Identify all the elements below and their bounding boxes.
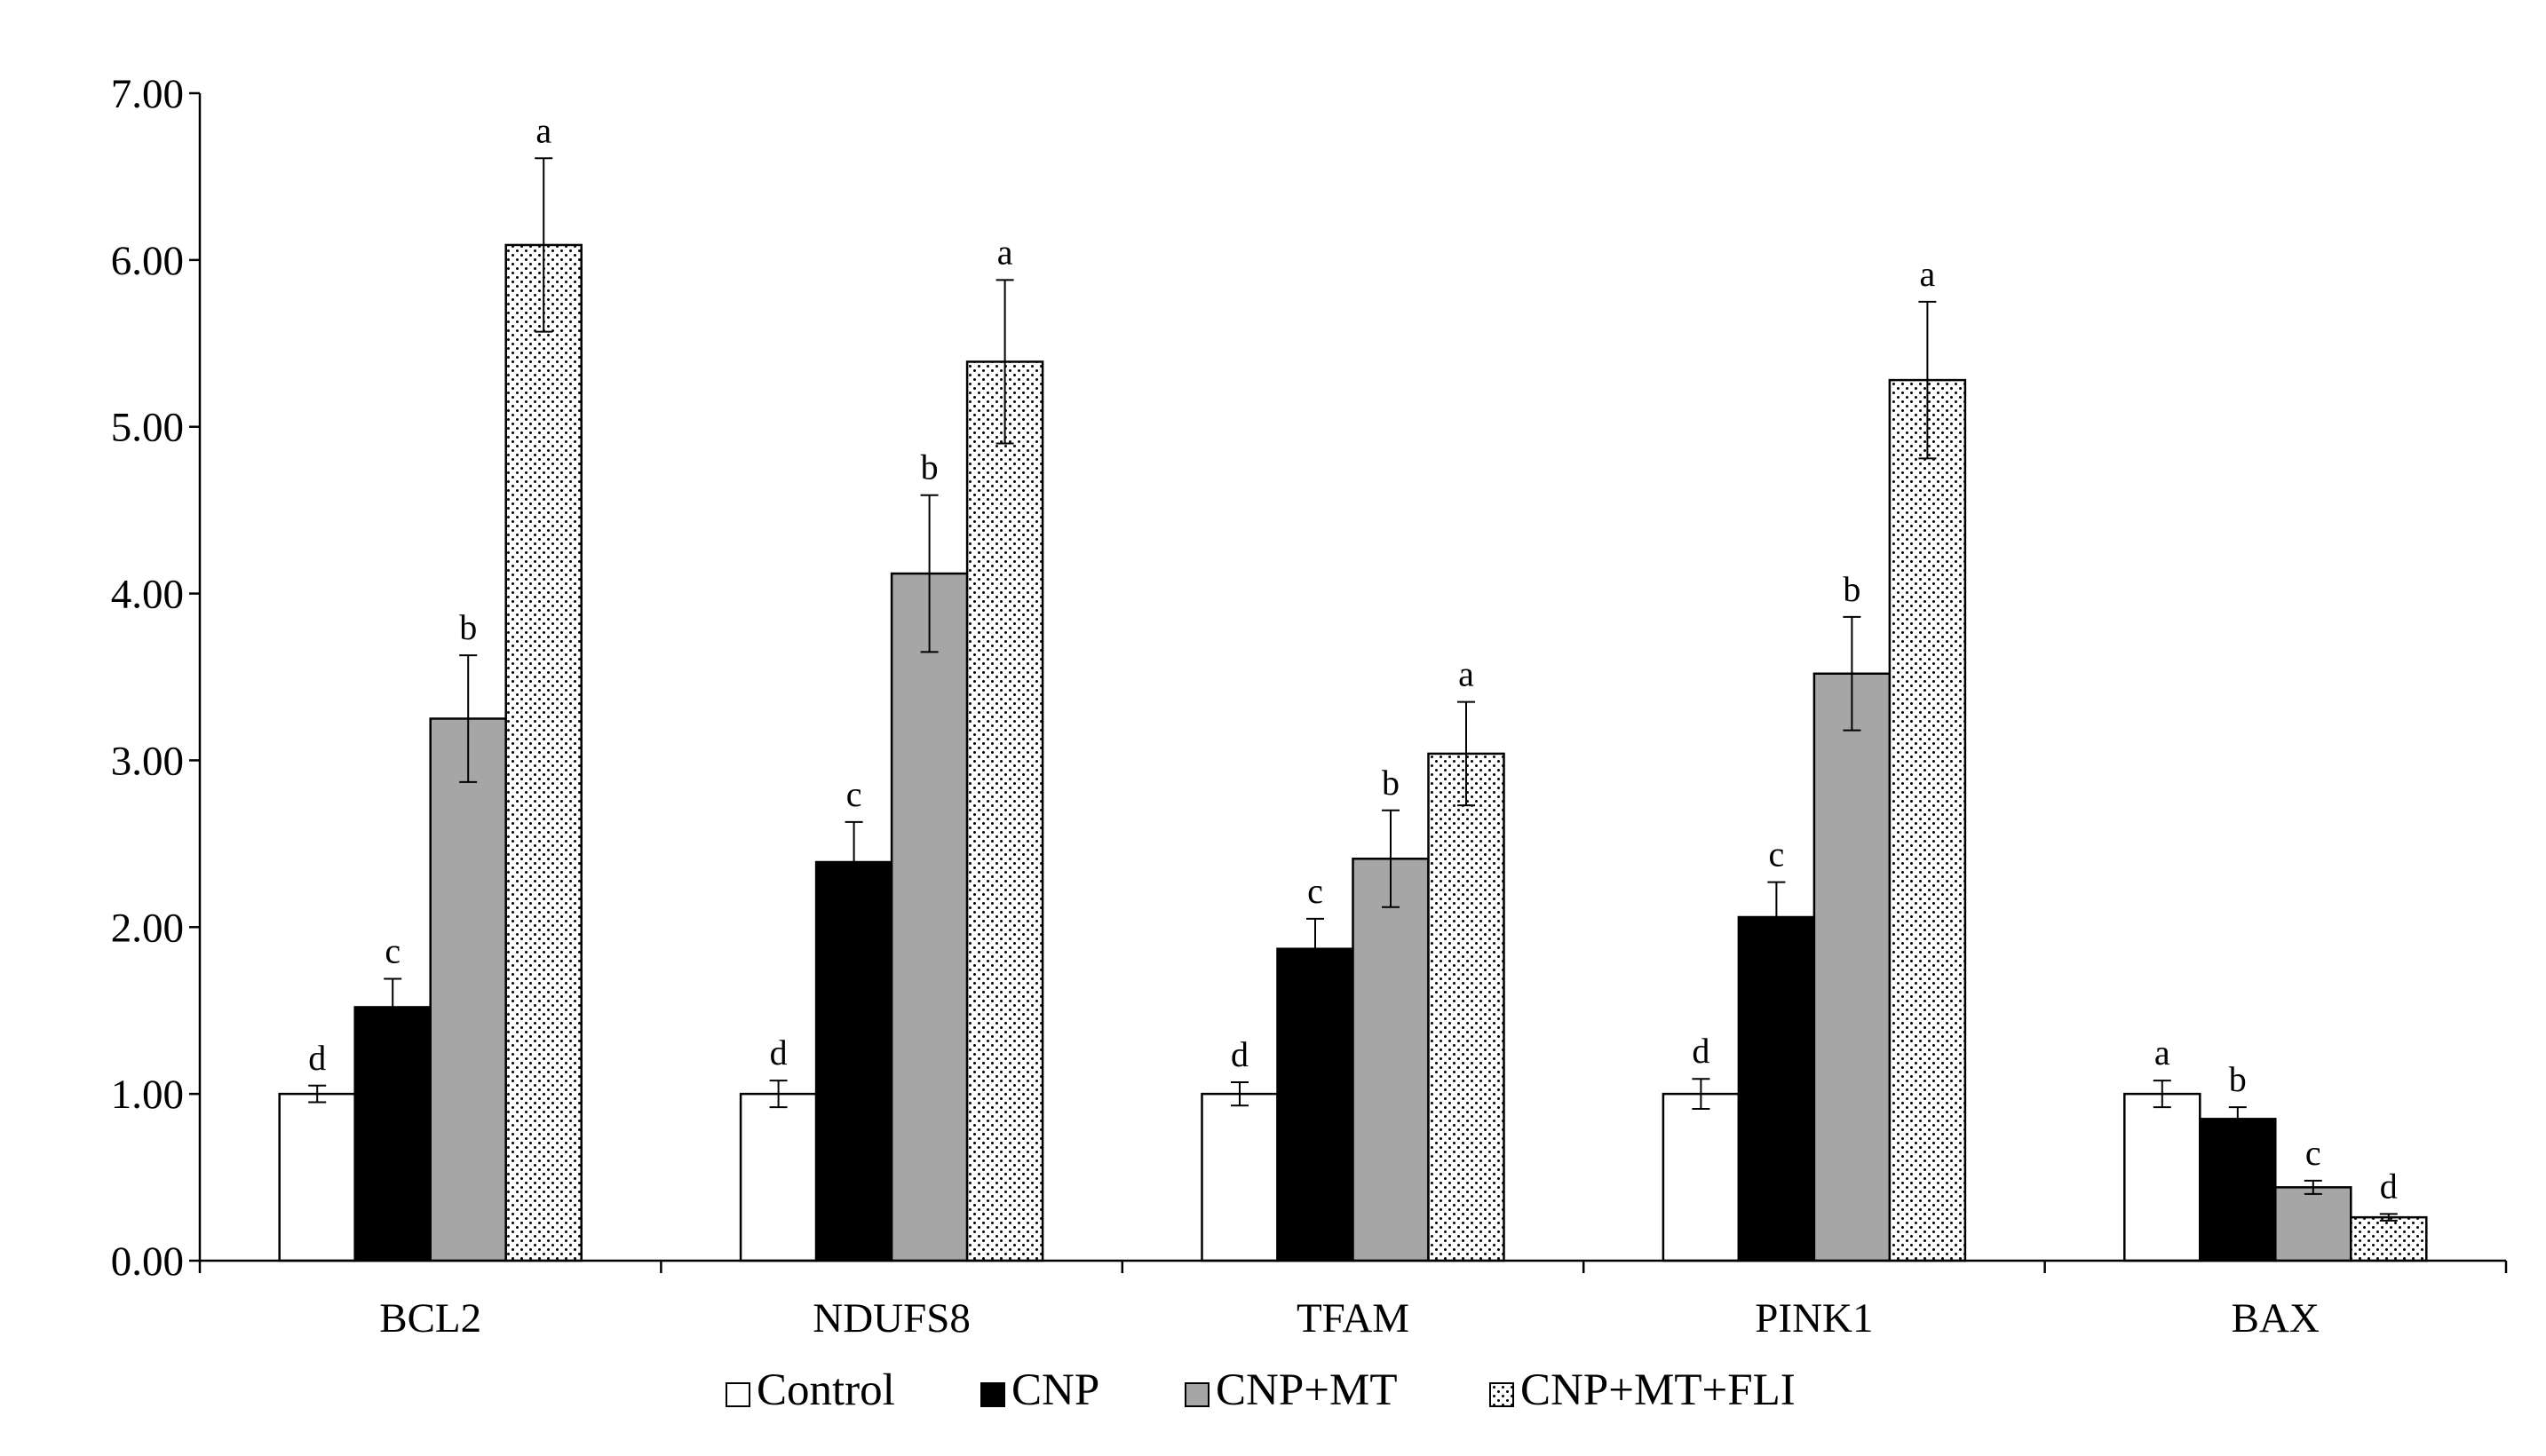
significance-letter: d [770,1033,788,1072]
significance-letter: d [2380,1166,2398,1206]
significance-letter: c [2305,1133,2321,1173]
bar-cnp-mt-ndufs8 [890,572,969,1262]
significance-letter: c [385,931,401,971]
y-tick-label: 1.00 [111,1072,184,1118]
bar-control-bax [2123,1092,2201,1262]
bar-cnp-mt-pink1 [1812,672,1892,1262]
significance-letter: d [1692,1031,1709,1071]
bar-cnp-mt-fli-pink1 [1888,378,1967,1262]
bar-cnp-ndufs8 [814,860,893,1262]
legend-swatch-cnp-mt [1185,1382,1210,1407]
y-tick-label: 7.00 [111,71,184,117]
bar-cnp-mt-fli-ndufs8 [965,360,1044,1262]
significance-letter: a [535,110,551,150]
error-bars-group [308,157,2398,1222]
significance-letter: d [1231,1034,1249,1074]
legend-label: CNP+MT [1216,1365,1397,1415]
significance-letter: b [921,447,939,487]
bar-cnp-mt-bax [2274,1186,2352,1262]
legend-swatch-cnp-mt-fli [1489,1382,1514,1407]
significance-letter: b [2229,1059,2247,1099]
bar-cnp-mt-fli-bax [2350,1215,2428,1262]
bar-cnp-mt-fli-tfam [1427,752,1505,1262]
significance-letter: a [1920,254,1936,294]
y-tick-label: 3.00 [111,738,184,784]
significance-letters-group: d c b a d c b a d c b a d c b a a b c d [308,110,2398,1206]
significance-letter: a [2154,1033,2170,1072]
bar-cnp-tfam [1276,947,1354,1262]
significance-letter: a [997,232,1013,272]
significance-letter: b [1382,763,1400,803]
y-axis-ticks: 0.00 1.00 2.00 3.00 4.00 5.00 6.00 7.00 [111,71,200,1285]
legend-label: Control [757,1365,895,1415]
bar-control-tfam [1201,1092,1279,1262]
significance-letter: c [1769,835,1785,874]
bar-control-bcl2 [278,1092,356,1262]
significance-letter: d [308,1038,326,1078]
legend-swatch-cnp [980,1382,1005,1407]
bar-control-pink1 [1662,1092,1741,1262]
legend: Control CNP CNP+MT CNP+MT+FLI [726,1365,1796,1415]
bar-cnp-bcl2 [353,1006,432,1262]
bar-cnp-mt-fli-bcl2 [504,243,583,1262]
legend-label: CNP [1011,1365,1099,1415]
x-category-label: PINK1 [1755,1295,1873,1341]
x-category-label: NDUFS8 [813,1295,971,1341]
y-tick-label: 2.00 [111,905,184,951]
y-tick-label: 5.00 [111,405,184,451]
significance-letter: c [846,774,862,814]
bar-cnp-mt-bcl2 [429,717,507,1262]
significance-letter: b [1843,569,1860,609]
x-category-label: BCL2 [379,1295,481,1341]
category-labels-group: BCL2 NDUFS8 TFAM PINK1 BAX [379,1295,2320,1341]
bar-cnp-pink1 [1737,915,1816,1262]
bar-cnp-mt-tfam [1352,858,1430,1262]
y-tick-label: 6.00 [111,238,184,284]
legend-label: CNP+MT+FLI [1520,1365,1796,1415]
y-tick-label: 4.00 [111,572,184,618]
significance-letter: a [1458,654,1474,694]
bar-control-ndufs8 [739,1092,818,1262]
significance-letter: c [1307,871,1323,911]
axes-group [198,93,2508,1273]
y-tick-label: 0.00 [111,1238,184,1285]
legend-swatch-control [726,1382,750,1407]
significance-letter: b [459,607,477,647]
x-category-label: BAX [2232,1295,2320,1341]
bar-cnp-bax [2199,1118,2277,1262]
x-category-label: TFAM [1297,1295,1409,1341]
bar-series-group [278,243,2428,1262]
